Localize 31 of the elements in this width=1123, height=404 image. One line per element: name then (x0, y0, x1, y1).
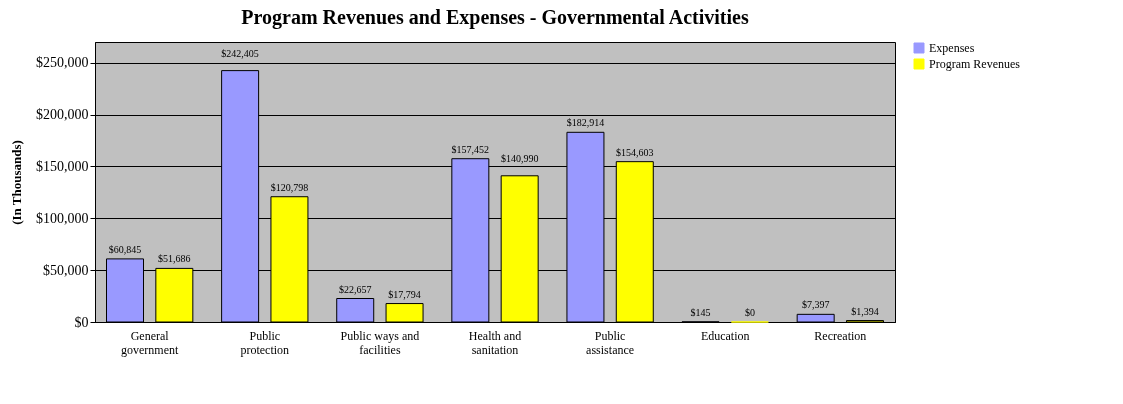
data-label: $140,990 (500, 152, 539, 164)
y-tick-label: $100,000 (36, 210, 89, 226)
y-tick-label: $150,000 (36, 158, 89, 174)
y-tick-label: $0 (74, 314, 89, 330)
data-label: $17,794 (388, 288, 421, 300)
data-label: $22,657 (338, 283, 372, 295)
x-tick-label: Recreation (814, 328, 867, 343)
data-label: $242,405 (221, 47, 259, 59)
y-tick-label: $250,000 (36, 55, 89, 71)
x-tick-label: Education (700, 328, 750, 343)
y-axis-title: (In Thousands) (9, 140, 24, 225)
x-tick-label: Public assistance (586, 328, 635, 357)
legend-label: Program Revenues (929, 57, 1021, 71)
data-label: $7,397 (801, 299, 830, 311)
chart-title: Program Revenues and Expenses - Governmental Activities (241, 6, 749, 29)
data-label: $145 (690, 306, 711, 318)
data-label: $60,845 (108, 243, 142, 255)
y-tick-label: $50,000 (43, 262, 89, 278)
data-label: $154,603 (616, 146, 654, 158)
x-tick-label: Public protection (240, 328, 290, 357)
x-tick-label: Health and sanitation (468, 328, 522, 357)
data-label: $0 (744, 307, 755, 318)
data-label: $51,686 (158, 253, 191, 265)
x-tick-label: General government (121, 328, 179, 357)
data-label: $182,914 (566, 117, 605, 129)
data-label: $120,798 (270, 181, 309, 193)
data-label: $157,452 (451, 143, 490, 155)
x-tick-label: Public ways and facilities (340, 328, 420, 357)
y-tick-label: $200,000 (36, 107, 89, 123)
legend-label: Expenses (929, 41, 975, 55)
data-label: $1,394 (851, 305, 879, 317)
